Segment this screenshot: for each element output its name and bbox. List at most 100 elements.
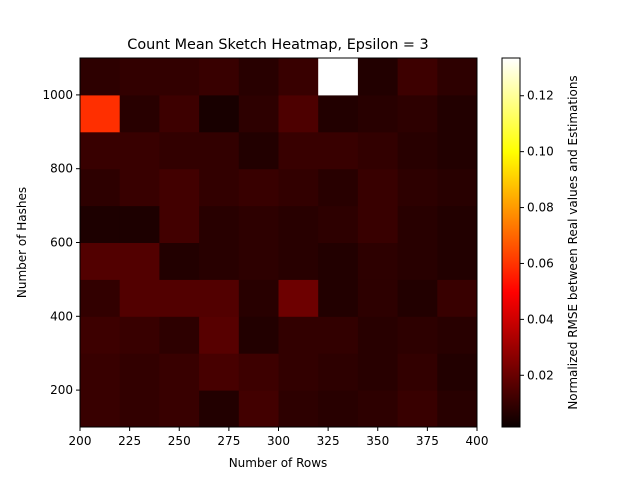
heatmap-cell	[318, 242, 359, 280]
colorbar-label: Normalized RMSE between Real values and …	[566, 75, 580, 409]
x-tick-label: 250	[168, 434, 191, 448]
heatmap-cell	[278, 390, 319, 428]
heatmap-cell	[397, 131, 438, 170]
heatmap-cell	[80, 279, 121, 317]
heatmap-cell	[397, 279, 438, 317]
heatmap-cell	[159, 205, 200, 243]
heatmap-cell	[437, 205, 478, 243]
y-tick-label: 1000	[42, 88, 73, 102]
heatmap-cell	[318, 353, 359, 391]
heatmap-cell	[119, 279, 160, 317]
heatmap-cell	[278, 131, 319, 170]
heatmap-cell	[119, 58, 160, 96]
heatmap-cell	[199, 279, 240, 317]
heatmap-cell	[119, 205, 160, 243]
heatmap-cell	[159, 242, 200, 280]
heatmap-cell	[199, 316, 240, 354]
colorbar-axis: 0.02 0.04 0.06 0.08 0.10 0.12	[520, 89, 554, 382]
heatmap-cell	[357, 390, 399, 428]
heatmap-cell	[119, 131, 160, 170]
heatmap-cell	[199, 205, 240, 243]
heatmap-cell	[437, 353, 478, 391]
y-tick-label: 400	[50, 309, 73, 323]
heatmap-cell	[199, 131, 240, 170]
heatmap-cell	[397, 242, 438, 280]
y-tick-label: 800	[50, 162, 73, 176]
heatmap-cell	[437, 58, 478, 96]
colorbar-tick-label: 0.10	[527, 145, 554, 159]
heatmap-cell	[80, 168, 121, 207]
heatmap-cell	[80, 58, 121, 96]
heatmap-cell	[278, 94, 319, 133]
heatmap-cell	[278, 279, 319, 317]
heatmap-cell	[80, 94, 121, 133]
y-axis: 200 400 600 800 1000	[42, 88, 80, 397]
heatmap-cell	[397, 390, 438, 428]
heatmap-cell	[119, 316, 160, 354]
heatmap-cell	[119, 353, 160, 391]
heatmap-cell	[238, 353, 279, 391]
heatmap-cell	[357, 131, 399, 170]
heatmap-cell	[397, 353, 438, 391]
heatmap-cell	[119, 390, 160, 428]
heatmap-cell	[318, 131, 359, 170]
heatmap-cell	[199, 390, 240, 428]
heatmap-cell	[437, 390, 478, 428]
heatmap-cell	[278, 316, 319, 354]
chart-title: Count Mean Sketch Heatmap, Epsilon = 3	[127, 37, 428, 53]
heatmap-cell	[278, 205, 319, 243]
heatmap-cell	[357, 353, 399, 391]
heatmap-cell	[238, 168, 279, 207]
heatmap-cell	[318, 316, 359, 354]
x-tick-label: 400	[466, 434, 489, 448]
heatmap-cell	[437, 94, 478, 133]
heatmap-cell	[119, 168, 160, 207]
heatmap-cell	[159, 168, 200, 207]
heatmap-cells	[80, 58, 478, 428]
heatmap-cell	[238, 131, 279, 170]
heatmap-cell	[397, 94, 438, 133]
heatmap-cell	[357, 94, 399, 133]
heatmap-cell	[159, 390, 200, 428]
y-tick-label: 600	[50, 236, 73, 250]
x-tick-label: 200	[69, 434, 92, 448]
heatmap-cell	[159, 58, 200, 96]
heatmap-cell	[318, 279, 359, 317]
heatmap-cell	[278, 168, 319, 207]
heatmap-cell	[159, 353, 200, 391]
colorbar-tick-label: 0.04	[527, 312, 554, 326]
heatmap-cell	[318, 94, 359, 133]
heatmap-cell	[318, 168, 359, 207]
colorbar	[501, 57, 521, 428]
heatmap-cell	[357, 279, 399, 317]
heatmap-cell	[238, 390, 279, 428]
heatmap-cell	[357, 316, 399, 354]
heatmap-cell	[357, 242, 399, 280]
colorbar-tick-label: 0.02	[527, 368, 554, 382]
x-axis: 200 225 250 275 300 325 350 375 400	[69, 427, 489, 448]
heatmap-cell	[159, 316, 200, 354]
heatmap-cell	[397, 168, 438, 207]
heatmap-cell	[238, 316, 279, 354]
colorbar-tick-label: 0.06	[527, 256, 554, 270]
heatmap-cell	[437, 316, 478, 354]
heatmap-cell	[238, 205, 279, 243]
heatmap-cell	[318, 390, 359, 428]
heatmap-cell	[278, 58, 319, 96]
heatmap-cell	[318, 205, 359, 243]
heatmap-cell	[397, 58, 438, 96]
x-tick-label: 350	[366, 434, 389, 448]
heatmap-cell	[278, 353, 319, 391]
heatmap-cell	[357, 58, 399, 96]
colorbar-tick-label: 0.12	[527, 89, 554, 103]
heatmap-cell	[80, 316, 121, 354]
heatmap-cell	[199, 168, 240, 207]
heatmap-cell	[199, 242, 240, 280]
heatmap-cell	[159, 131, 200, 170]
x-tick-label: 225	[118, 434, 141, 448]
x-tick-label: 375	[416, 434, 439, 448]
heatmap-cell	[437, 168, 478, 207]
heatmap-cell	[238, 242, 279, 280]
heatmap-cell	[238, 94, 279, 133]
